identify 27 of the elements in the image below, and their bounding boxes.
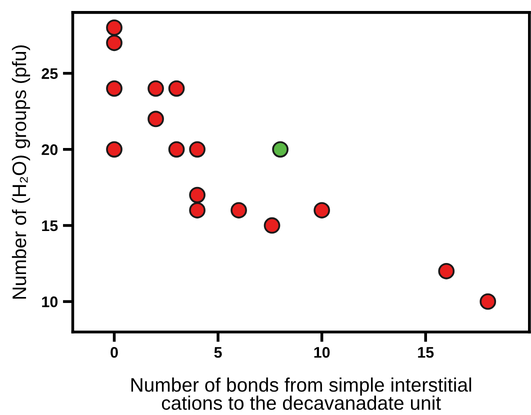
point [106, 19, 122, 36]
y-tick-label: 25 [42, 68, 58, 80]
x-tick-label: 5 [214, 347, 222, 358]
point [148, 80, 164, 97]
y-tick-label: 15 [42, 220, 58, 232]
point [438, 262, 455, 280]
point [272, 141, 289, 158]
point [106, 80, 122, 97]
y-tick-label: 10 [42, 296, 58, 308]
point [480, 293, 496, 310]
y-tick-label: 20 [42, 144, 58, 156]
x-tick-label: 15 [418, 347, 434, 358]
point [106, 34, 122, 52]
x-axis-title: Number of bonds from simple interstitial cations to the decavanadate unit [131, 377, 472, 410]
point [189, 141, 206, 158]
point [168, 141, 185, 158]
point [264, 217, 280, 234]
point [189, 202, 206, 218]
point [314, 202, 330, 218]
y-axis-title: Number of (H₂O) groups (pfu) [12, 45, 30, 299]
x-tick-label: 0 [110, 346, 118, 358]
x-tick-label: 10 [314, 346, 330, 358]
point [106, 141, 122, 158]
point [189, 186, 206, 204]
point [168, 80, 185, 97]
point [230, 202, 247, 218]
point [148, 110, 164, 128]
